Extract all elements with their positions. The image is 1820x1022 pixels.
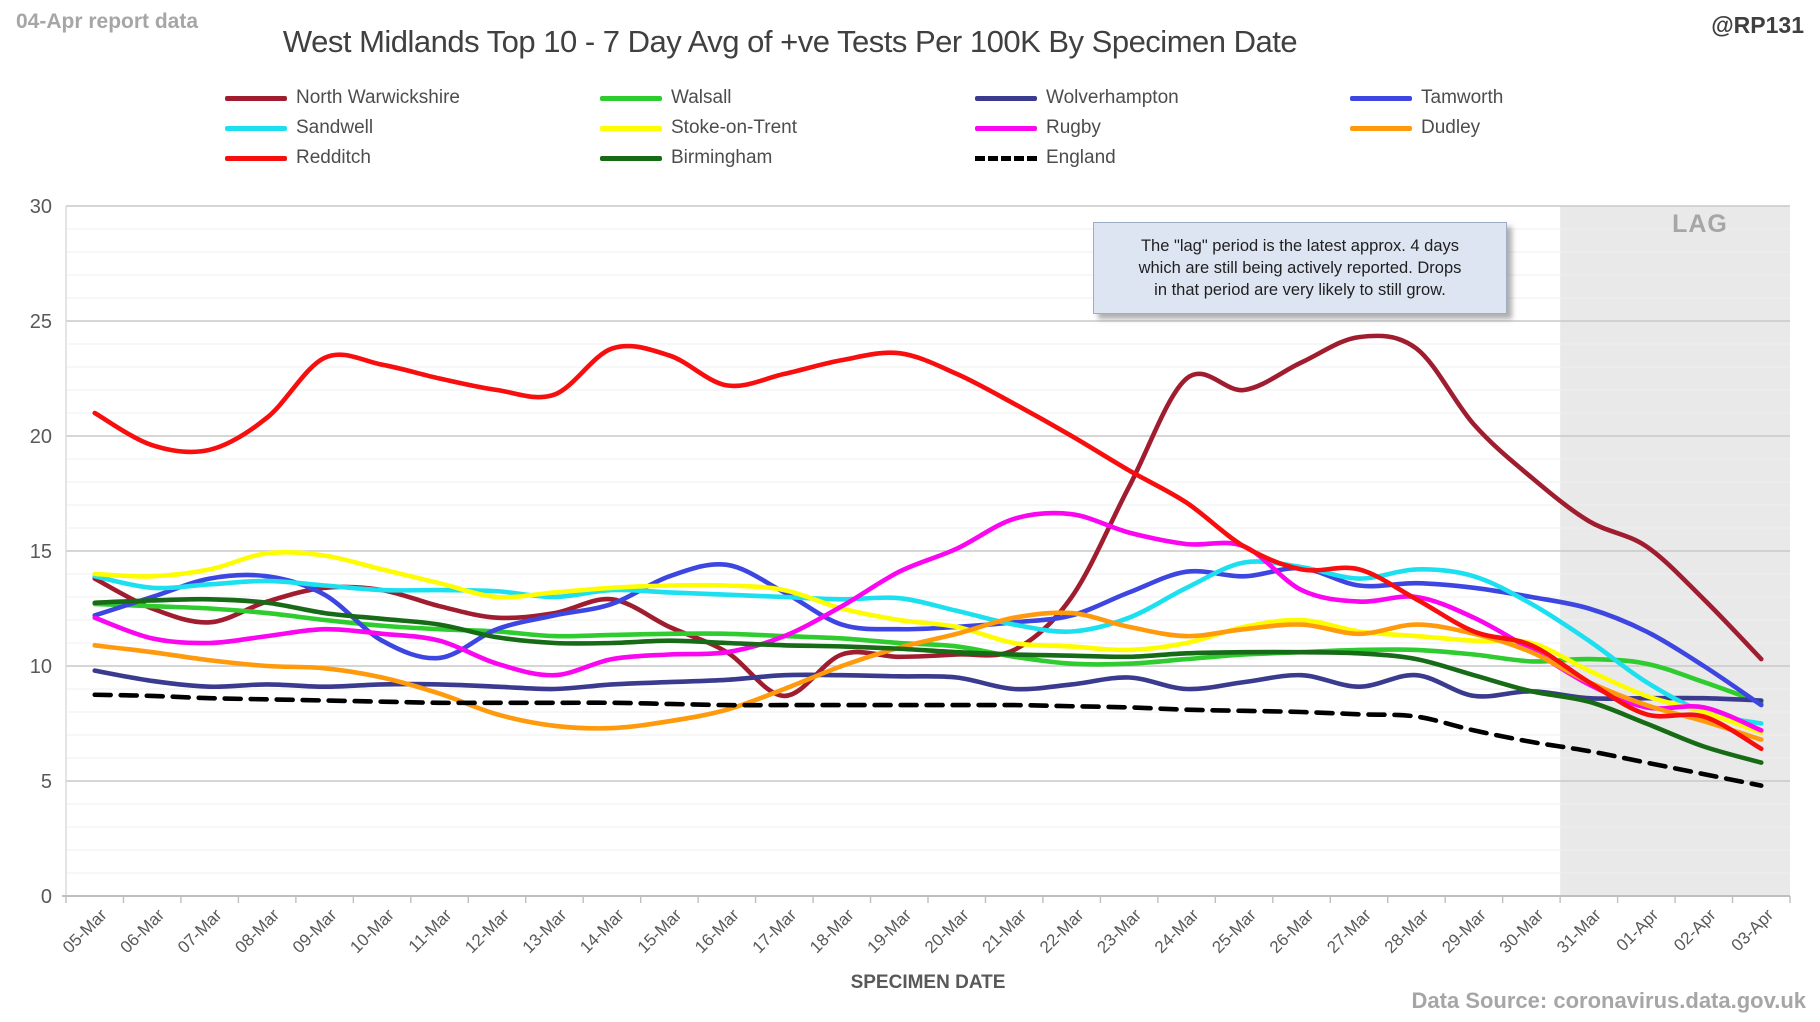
legend-swatch-icon [975,125,1037,131]
legend-item-walsall: Walsall [600,86,732,110]
x-axis-tick-label: 27-Mar [1323,905,1375,957]
x-axis-tick-label: 09-Mar [289,905,341,957]
x-axis-tick-label: 15-Mar [634,905,686,957]
x-axis-tick-label: 26-Mar [1266,905,1318,957]
annotation-line: which are still being actively reported.… [1138,259,1462,277]
series-line-england [92,692,1764,788]
x-axis-tick-label: 23-Mar [1093,905,1145,957]
legend-swatch-icon [975,95,1037,101]
x-axis-tick-label: 31-Mar [1553,905,1605,957]
x-axis-tick-label: 13-Mar [519,905,571,957]
y-axis-tick-label: 30 [30,196,52,218]
y-axis-tick-label: 25 [30,311,52,333]
legend-item-north-warwickshire: North Warwickshire [225,86,460,110]
x-axis-tick-label: 07-Mar [174,905,226,957]
y-axis-tick-label: 15 [30,541,52,563]
series-line-birmingham [92,596,1764,765]
legend-swatch-icon [1350,95,1412,101]
x-axis-tick-label: 03-Apr [1728,905,1778,955]
legend-label: Walsall [671,87,732,108]
x-axis-tick-label: 12-Mar [461,905,513,957]
x-axis-tick-label: 05-Mar [59,905,111,957]
x-axis-tick-label: 19-Mar [864,905,916,957]
report-date-note: 04-Apr report data [16,10,199,33]
legend-item-england: England [975,146,1116,170]
legend-item-sandwell: Sandwell [225,116,373,140]
legend-label: Sandwell [296,117,374,138]
x-axis-tick-label: 14-Mar [576,905,628,957]
legend-label: Dudley [1421,117,1481,138]
legend-item-stoke-on-trent: Stoke-on-Trent [600,116,797,140]
legend-item-tamworth: Tamworth [1350,86,1503,110]
legend-item-wolverhampton: Wolverhampton [975,86,1179,110]
series-line-stoke-on-trent [92,550,1764,735]
y-axis-tick-label: 0 [41,886,52,908]
annotation-line: in that period are very likely to still … [1154,281,1446,299]
series-line-sandwell [92,559,1764,726]
x-axis-tick-label: 11-Mar [405,905,456,956]
x-axis-tick-label: 30-Mar [1496,905,1548,957]
data-source-credit: Data Source: coronavirus.data.gov.uk [1411,988,1806,1013]
chart-title: West Midlands Top 10 - 7 Day Avg of +ve … [282,24,1298,59]
series-line-wolverhampton [92,668,1764,703]
x-axis-tick-label: 21-Mar [979,905,1031,957]
x-axis-title: SPECIMEN DATE [851,972,1006,993]
x-axis-tick-label: 16-Mar [691,905,743,957]
series-line-redditch [92,343,1764,752]
legend-item-birmingham: Birmingham [600,146,772,170]
x-axis-tick-label: 22-Mar [1036,905,1088,957]
legend-swatch-icon [225,125,287,131]
legend-swatch-icon [600,125,662,131]
legend-swatch-icon [600,95,662,101]
legend-swatch-icon [1350,125,1412,131]
legend-swatch-icon [975,155,1037,161]
legend-swatch-icon [225,95,287,101]
x-axis-tick-label: 20-Mar [921,905,973,957]
legend-swatch-icon [600,155,662,161]
series-line-walsall [92,601,1764,706]
x-axis-tick-label: 06-Mar [117,905,169,957]
series-line-rugby [92,510,1764,733]
x-axis-tick-label: 25-Mar [1208,905,1260,957]
author-handle: @RP131 [1711,12,1804,38]
lag-annotation-box: The "lag" period is the latest approx. 4… [1093,222,1507,314]
legend-label: North Warwickshire [296,87,460,108]
legend-label: Wolverhampton [1046,87,1179,108]
legend-item-redditch: Redditch [225,146,371,170]
chart-legend: North Warwickshire Walsall Wolverhampton Ta… [0,0,1820,180]
x-axis-tick-label: 02-Apr [1670,905,1720,955]
legend-item-dudley: Dudley [1350,116,1480,140]
lag-region-label: LAG [1672,210,1728,238]
x-axis-tick-label: 24-Mar [1151,905,1203,957]
y-axis-tick-label: 10 [30,656,52,678]
x-axis-tick-label: 17-Mar [749,905,801,957]
y-axis-tick-label: 20 [30,426,52,448]
legend-label: Tamworth [1421,87,1504,108]
legend-label: Birmingham [671,147,773,168]
legend-item-rugby: Rugby [975,116,1101,140]
legend-label: England [1046,147,1116,168]
legend-label: Rugby [1046,117,1101,138]
y-axis-tick-label: 5 [41,771,52,793]
x-axis-tick-label: 08-Mar [231,905,283,957]
annotation-line: The "lag" period is the latest approx. 4… [1140,237,1460,255]
series-line-tamworth [92,561,1764,708]
legend-swatch-icon [225,155,287,161]
x-axis-tick-label: 10-Mar [346,905,398,957]
legend-label: Stoke-on-Trent [671,117,798,138]
x-axis-tick-label: 28-Mar [1381,905,1433,957]
x-axis-tick-label: 18-Mar [806,905,858,957]
x-axis-tick-label: 01-Apr [1613,905,1663,955]
x-axis-tick-label: 29-Mar [1438,905,1490,957]
legend-label: Redditch [296,147,371,168]
